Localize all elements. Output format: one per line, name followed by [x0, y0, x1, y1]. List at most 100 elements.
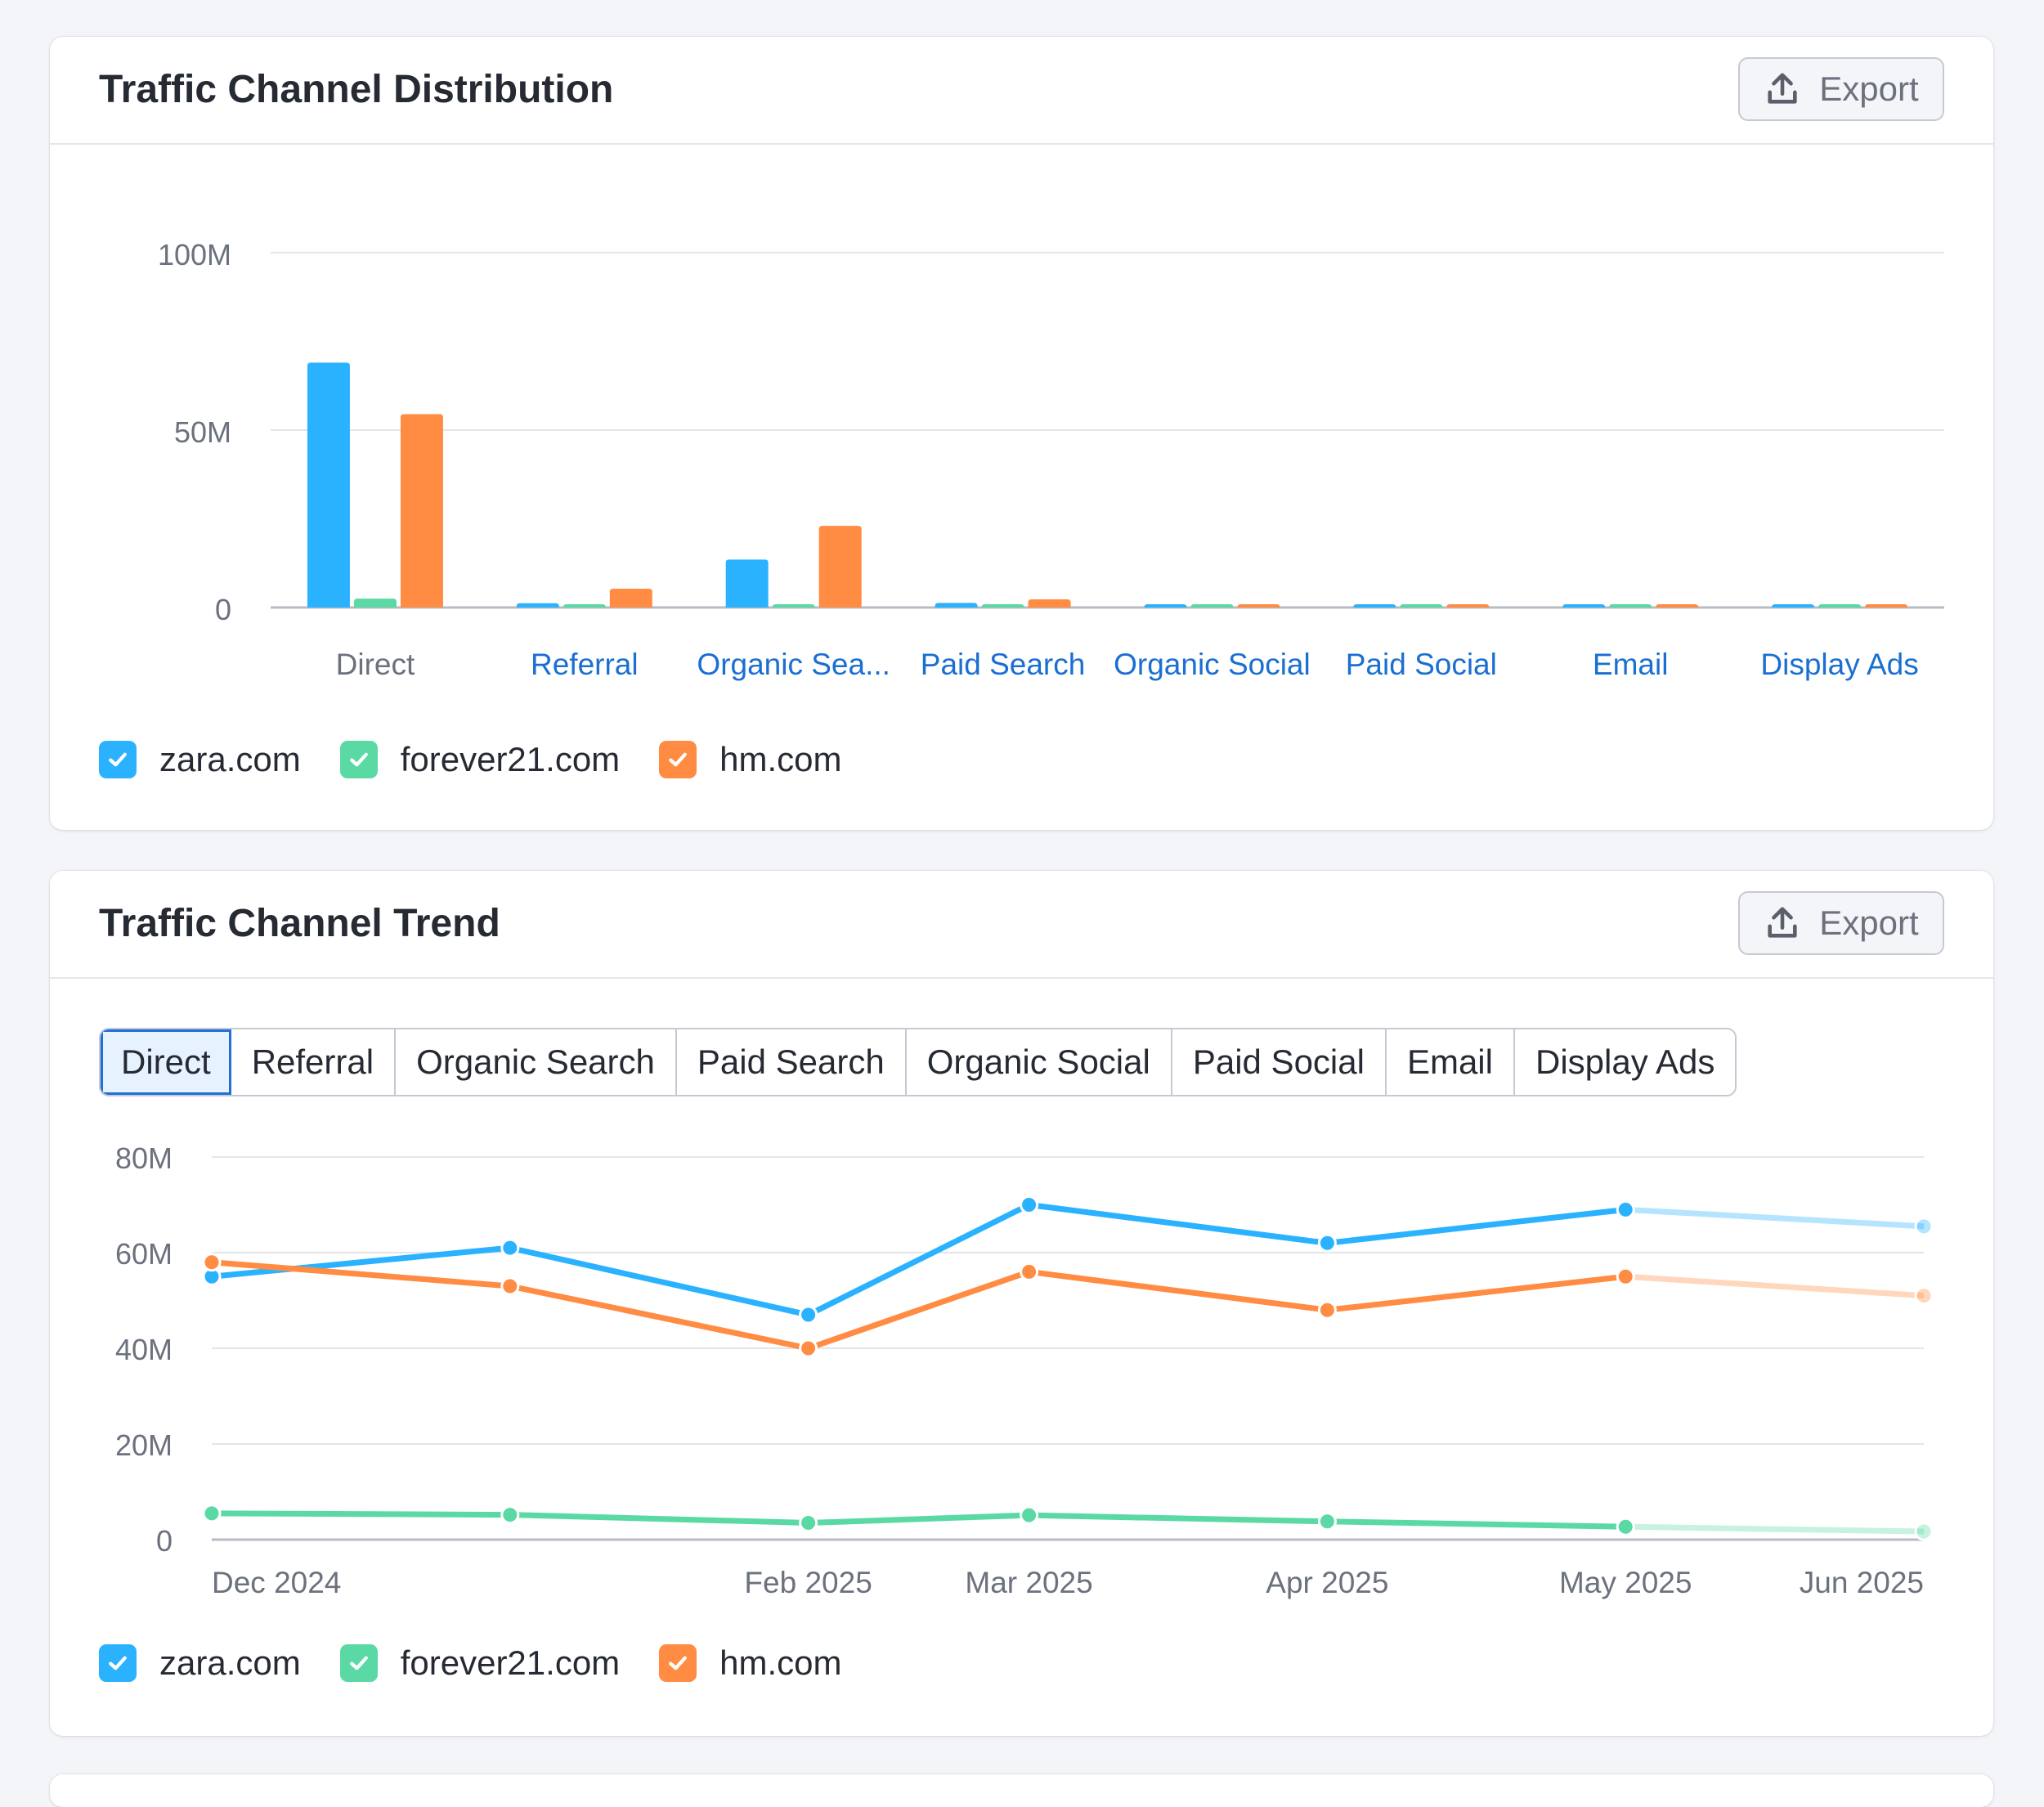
point-zara-com-3[interactable] — [1020, 1195, 1039, 1214]
bar-hm-com-email[interactable] — [1656, 604, 1699, 608]
tab-paid-social[interactable]: Paid Social — [1172, 1029, 1387, 1095]
bar-hm-com-paid-search[interactable] — [1028, 599, 1071, 608]
line-forever21-com-projection — [1625, 1523, 1925, 1535]
bar-hm-com-direct[interactable] — [400, 414, 443, 608]
bar-zara-com-organic-social[interactable] — [1144, 604, 1187, 608]
line-zara-com[interactable] — [211, 1202, 1626, 1318]
trend-legend: zara.com forever21.com hm.com — [99, 1643, 881, 1683]
point-zara-com-4[interactable] — [1317, 1233, 1337, 1253]
bar-hm-com-referral[interactable] — [609, 588, 652, 608]
legend-checkbox[interactable] — [659, 1644, 697, 1682]
point-forever21-com-5[interactable] — [1616, 1517, 1635, 1536]
legend-item-hm-com[interactable]: hm.com — [659, 1643, 842, 1683]
bar-hm-com-organic-sea[interactable] — [818, 526, 862, 608]
legend-label: hm.com — [719, 740, 842, 778]
distribution-export-button[interactable]: Export — [1738, 57, 1944, 121]
bar-forever21-com-paid-social[interactable] — [1400, 604, 1443, 608]
bar-zara-com-referral[interactable] — [516, 603, 559, 608]
tab-paid-search[interactable]: Paid Search — [676, 1029, 907, 1095]
legend-checkbox[interactable] — [99, 1644, 137, 1682]
line-hm-com[interactable] — [211, 1259, 1626, 1352]
line-zara-com-projection — [1625, 1206, 1925, 1230]
bar-zara-com-direct[interactable] — [307, 362, 350, 608]
legend-label: forever21.com — [400, 1643, 621, 1682]
tab-direct[interactable]: Direct — [101, 1029, 231, 1095]
legend-item-hm-com[interactable]: hm.com — [659, 740, 842, 779]
bar-forever21-com-email[interactable] — [1609, 604, 1652, 608]
channel-tabs: Direct Referral Organic Search Paid Search O… — [99, 1028, 1737, 1096]
next-card — [50, 1774, 1993, 1807]
x-category-display-ads[interactable]: Display Ads — [1760, 648, 1918, 681]
tab-referral[interactable]: Referral — [231, 1029, 397, 1095]
bar-zara-com-paid-social[interactable] — [1353, 604, 1396, 608]
legend-checkbox[interactable] — [339, 1644, 378, 1682]
legend-item-zara-com[interactable]: zara.com — [99, 740, 301, 779]
x-tick-label: Feb 2025 — [744, 1566, 872, 1599]
trend-header: Traffic Channel Trend Export — [50, 871, 1993, 979]
x-category-organic-social[interactable]: Organic Social — [1114, 648, 1311, 681]
legend-item-forever21-com[interactable]: forever21.com — [339, 740, 620, 779]
bar-hm-com-display-ads[interactable] — [1865, 604, 1908, 608]
x-category-direct: Direct — [336, 648, 415, 681]
distribution-bar-chart: 0 50M 100M Direct Referral Organic Sea... Paid… — [158, 238, 1944, 681]
x-category-referral[interactable]: Referral — [531, 648, 639, 681]
y-tick-label: 100M — [158, 238, 231, 271]
point-hm-com-4[interactable] — [1317, 1300, 1337, 1320]
check-icon — [109, 752, 127, 767]
x-tick-label: Jun 2025 — [1800, 1566, 1924, 1599]
bar-forever21-com-display-ads[interactable] — [1818, 604, 1862, 608]
point-hm-com-2[interactable] — [799, 1338, 818, 1358]
point-hm-com-3[interactable] — [1020, 1262, 1039, 1281]
bar-forever21-com-referral[interactable] — [563, 604, 606, 608]
y-tick-label: 60M — [115, 1237, 173, 1271]
point-zara-com-1[interactable] — [500, 1238, 520, 1258]
y-tick-label: 80M — [115, 1141, 173, 1175]
bar-zara-com-email[interactable] — [1562, 604, 1606, 608]
legend-checkbox[interactable] — [659, 741, 697, 778]
bar-forever21-com-organic-sea[interactable] — [772, 604, 815, 608]
point-forever21-com-0[interactable] — [202, 1504, 222, 1523]
point-zara-com-2[interactable] — [799, 1305, 818, 1325]
point-zara-com-6[interactable] — [1914, 1217, 1934, 1236]
point-forever21-com-6[interactable] — [1914, 1522, 1934, 1541]
bar-zara-com-organic-sea[interactable] — [725, 559, 769, 608]
point-hm-com-1[interactable] — [500, 1276, 520, 1296]
x-category-organic-sea[interactable]: Organic Sea... — [697, 648, 890, 681]
legend-label: hm.com — [719, 1643, 842, 1682]
bar-forever21-com-direct[interactable] — [353, 599, 397, 608]
point-forever21-com-1[interactable] — [500, 1505, 520, 1525]
tab-display-ads[interactable]: Display Ads — [1514, 1029, 1736, 1095]
bar-hm-com-organic-social[interactable] — [1237, 604, 1280, 608]
tab-email[interactable]: Email — [1386, 1029, 1515, 1095]
legend-item-zara-com[interactable]: zara.com — [99, 1643, 301, 1683]
bar-forever21-com-organic-social[interactable] — [1190, 604, 1234, 608]
point-zara-com-5[interactable] — [1616, 1199, 1635, 1219]
point-hm-com-0[interactable] — [202, 1253, 222, 1272]
tab-organic-search[interactable]: Organic Search — [396, 1029, 677, 1095]
export-label: Export — [1819, 904, 1919, 942]
bar-hm-com-paid-social[interactable] — [1446, 604, 1490, 608]
bar-forever21-com-paid-search[interactable] — [981, 604, 1024, 608]
bar-zara-com-paid-search[interactable] — [935, 603, 978, 608]
trend-card: Traffic Channel Trend Export Direct Refer… — [50, 871, 1993, 1736]
legend-item-forever21-com[interactable]: forever21.com — [339, 1643, 621, 1683]
trend-export-button[interactable]: Export — [1738, 891, 1944, 955]
point-forever21-com-4[interactable] — [1317, 1512, 1337, 1531]
legend-checkbox[interactable] — [99, 741, 137, 778]
point-hm-com-6[interactable] — [1914, 1286, 1934, 1306]
bar-zara-com-display-ads[interactable] — [1772, 604, 1815, 608]
line-hm-com-projection — [1625, 1273, 1925, 1299]
line-forever21-com[interactable] — [211, 1510, 1626, 1530]
x-category-email[interactable]: Email — [1593, 648, 1669, 681]
trend-title: Traffic Channel Trend — [99, 902, 500, 945]
legend-checkbox[interactable] — [339, 741, 378, 778]
trend-line-chart: 0 20M 40M 60M 80M Dec 2024 Feb 2025 Mar 2025 Apr… — [115, 1141, 1934, 1599]
point-hm-com-5[interactable] — [1616, 1267, 1635, 1286]
x-category-paid-search[interactable]: Paid Search — [921, 648, 1086, 681]
point-forever21-com-2[interactable] — [799, 1513, 818, 1533]
x-category-paid-social[interactable]: Paid Social — [1346, 648, 1497, 681]
tab-organic-social[interactable]: Organic Social — [906, 1029, 1172, 1095]
y-tick-label: 40M — [115, 1333, 173, 1366]
point-forever21-com-3[interactable] — [1020, 1505, 1039, 1525]
distribution-legend: zara.com forever21.com hm.com — [99, 740, 881, 779]
